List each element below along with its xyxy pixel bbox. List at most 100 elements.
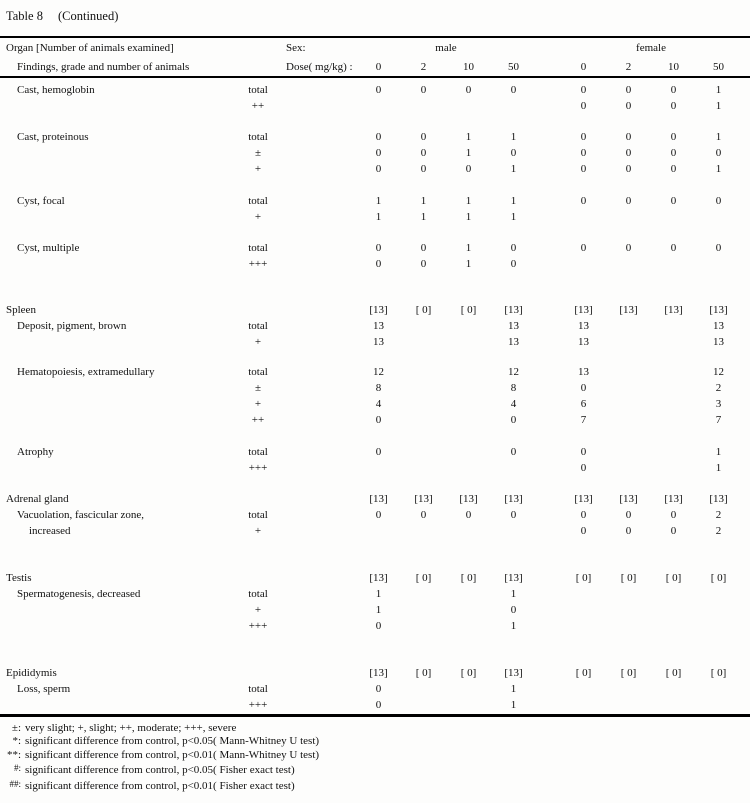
cell-value: 1 <box>510 163 517 175</box>
cell-value: 0 <box>625 147 632 159</box>
cell-value: 0 <box>375 414 382 426</box>
table-row: ± 8 8 0 2 <box>0 380 750 396</box>
header-rule <box>0 76 750 78</box>
cell-value: [ 0] <box>575 572 592 584</box>
footnote-marker: ±: <box>11 722 21 734</box>
cell-value: 1 <box>715 163 722 175</box>
table-row: + 1 1 1 1 <box>0 209 750 225</box>
cell-value: 13 <box>508 336 519 348</box>
table-row: Spleen [13] [ 0] [ 0] [13] [13] [13] [13… <box>0 302 750 318</box>
cell-value: 0 <box>465 163 472 175</box>
cell-value: 0 <box>465 84 472 96</box>
cell-value: 1 <box>465 195 472 207</box>
cell-value: 0 <box>715 195 722 207</box>
row-grade: total <box>248 366 268 378</box>
cell-value: 0 <box>375 163 382 175</box>
row-label: Deposit, pigment, brown <box>17 320 127 332</box>
table-row: Deposit, pigment, brown total 13 13 13 1… <box>0 318 750 334</box>
row-grade: ± <box>254 382 262 394</box>
row-grade: total <box>248 131 268 143</box>
row-grade: total <box>248 242 268 254</box>
row-grade: total <box>248 195 268 207</box>
cell-value: [13] <box>504 667 523 679</box>
cell-value: [13] <box>619 493 638 505</box>
cell-value: 0 <box>420 84 427 96</box>
table-row: + 1 0 <box>0 602 750 618</box>
cell-value: 0 <box>580 509 587 521</box>
cell-value: 1 <box>465 147 472 159</box>
cell-value: 0 <box>510 604 517 616</box>
cell-value: [13] <box>459 493 478 505</box>
dose-col-female-50: 50 <box>713 61 724 73</box>
footnote-text: significant difference from control, p<0… <box>25 764 295 777</box>
cell-value: 0 <box>375 258 382 270</box>
cell-value: 0 <box>420 258 427 270</box>
cell-value: 1 <box>465 258 472 270</box>
cell-value: 0 <box>715 147 722 159</box>
table-row: +++ 0 1 <box>0 460 750 476</box>
table-title: Table 8 (Continued) <box>0 0 750 25</box>
table-row: Hematopoiesis, extramedullary total 12 1… <box>0 364 750 380</box>
cell-value: 0 <box>510 147 517 159</box>
footnote-text: significant difference from control, p<0… <box>25 779 295 792</box>
cell-value: 1 <box>510 699 517 711</box>
male-group-header: male <box>435 42 457 54</box>
findings-header: Findings, grade and number of animals <box>17 61 190 73</box>
cell-value: 0 <box>670 509 677 521</box>
table-row: +++ 0 1 <box>0 618 750 634</box>
cell-value: 13 <box>578 320 589 332</box>
cell-value: 0 <box>670 525 677 537</box>
cell-value: 0 <box>580 100 587 112</box>
cell-value: [13] <box>664 304 683 316</box>
row-label: Cast, hemoglobin <box>17 84 95 96</box>
cell-value: 0 <box>510 414 517 426</box>
cell-value: 13 <box>578 366 589 378</box>
cell-value: [13] <box>369 493 388 505</box>
cell-value: 0 <box>420 147 427 159</box>
cell-value: 2 <box>715 382 722 394</box>
cell-value: [ 0] <box>665 667 682 679</box>
cell-value: 1 <box>510 683 517 695</box>
cell-value: 0 <box>580 382 587 394</box>
cell-value: 1 <box>510 131 517 143</box>
cell-value: 12 <box>508 366 519 378</box>
cell-value: 1 <box>375 588 382 600</box>
cell-value: 7 <box>715 414 722 426</box>
cell-value: [13] <box>369 572 388 584</box>
cell-value: 0 <box>375 84 382 96</box>
cell-value: 0 <box>625 163 632 175</box>
cell-value: [13] <box>504 572 523 584</box>
cell-value: [13] <box>414 493 433 505</box>
cell-value: 0 <box>580 195 587 207</box>
cell-value: 0 <box>625 131 632 143</box>
cell-value: 1 <box>715 462 722 474</box>
cell-value: 0 <box>580 147 587 159</box>
table-row: ++ 0 0 0 1 <box>0 98 750 114</box>
row-label: Adrenal gland <box>6 493 69 505</box>
cell-value: 0 <box>465 509 472 521</box>
table-row: increased + 0 0 0 2 <box>0 523 750 539</box>
cell-value: [13] <box>709 304 728 316</box>
cell-value: 0 <box>580 462 587 474</box>
cell-value: 0 <box>510 446 517 458</box>
cell-value: 0 <box>715 242 722 254</box>
cell-value: 0 <box>580 163 587 175</box>
cell-value: 13 <box>373 336 384 348</box>
cell-value: 13 <box>713 336 724 348</box>
row-label: Vacuolation, fascicular zone, <box>17 509 145 521</box>
row-label: Loss, sperm <box>17 683 71 695</box>
cell-value: 0 <box>420 163 427 175</box>
cell-value: 13 <box>373 320 384 332</box>
table-row: ++ 0 0 7 7 <box>0 412 750 428</box>
dose-col-male-0: 0 <box>375 61 382 73</box>
table-number: Table 8 <box>6 9 43 23</box>
table-row: Epididymis [13] [ 0] [ 0] [13] [ 0] [ 0]… <box>0 665 750 681</box>
cell-value: 1 <box>510 588 517 600</box>
cell-value: 0 <box>625 242 632 254</box>
dose-header: Dose( mg/kg) : <box>286 61 353 73</box>
row-label: Cyst, focal <box>17 195 65 207</box>
cell-value: 0 <box>375 446 382 458</box>
cell-value: 0 <box>375 147 382 159</box>
row-grade: + <box>254 211 262 223</box>
